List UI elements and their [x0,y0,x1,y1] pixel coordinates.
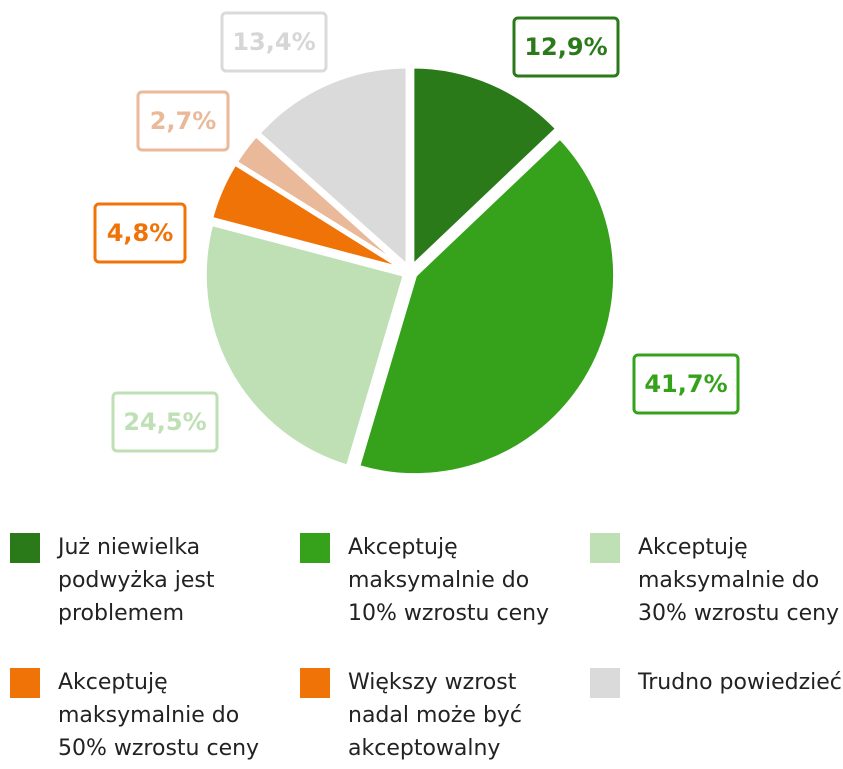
label-box [136,90,230,152]
legend-swatch [10,533,40,563]
legend-label: Większy wzrost nadal może być akceptowal… [348,670,523,761]
legend-swatch [300,533,330,563]
data-label: 12,9% [524,33,607,61]
legend-swatch [300,668,330,698]
legend-swatch [590,533,620,563]
data-label: 13,4% [232,28,315,56]
chart: 12,9% 41,7% 24,5% 4,8% 2,7% 13,4% [93,11,740,478]
label-box [220,11,328,73]
data-label: 2,7% [150,107,217,135]
pie-slice [233,133,408,271]
data-label: 41,7% [644,370,727,398]
label-box [512,16,620,78]
legend-label: Akceptuję maksymalnie do 30% wzrostu cen… [638,535,840,626]
pie-slice [202,221,407,469]
label-box [632,353,740,415]
pie-slice [256,64,410,269]
legend-label: Akceptuję maksymalnie do 50% wzrostu cen… [58,670,260,761]
data-label: 24,5% [123,408,206,436]
label-box [111,391,219,453]
label-box [93,202,187,264]
legend-swatch [590,668,620,698]
pie-slice [356,135,618,478]
data-label: 4,8% [107,219,174,247]
legend-swatch [10,668,40,698]
legend-label: Trudno powiedzieć [638,670,842,695]
pie-slice [410,64,560,269]
legend-label: Akceptuję maksymalnie do 10% wzrostu cen… [348,535,550,626]
legend-label: Już niewielka podwyżka jest problemem [58,535,215,626]
